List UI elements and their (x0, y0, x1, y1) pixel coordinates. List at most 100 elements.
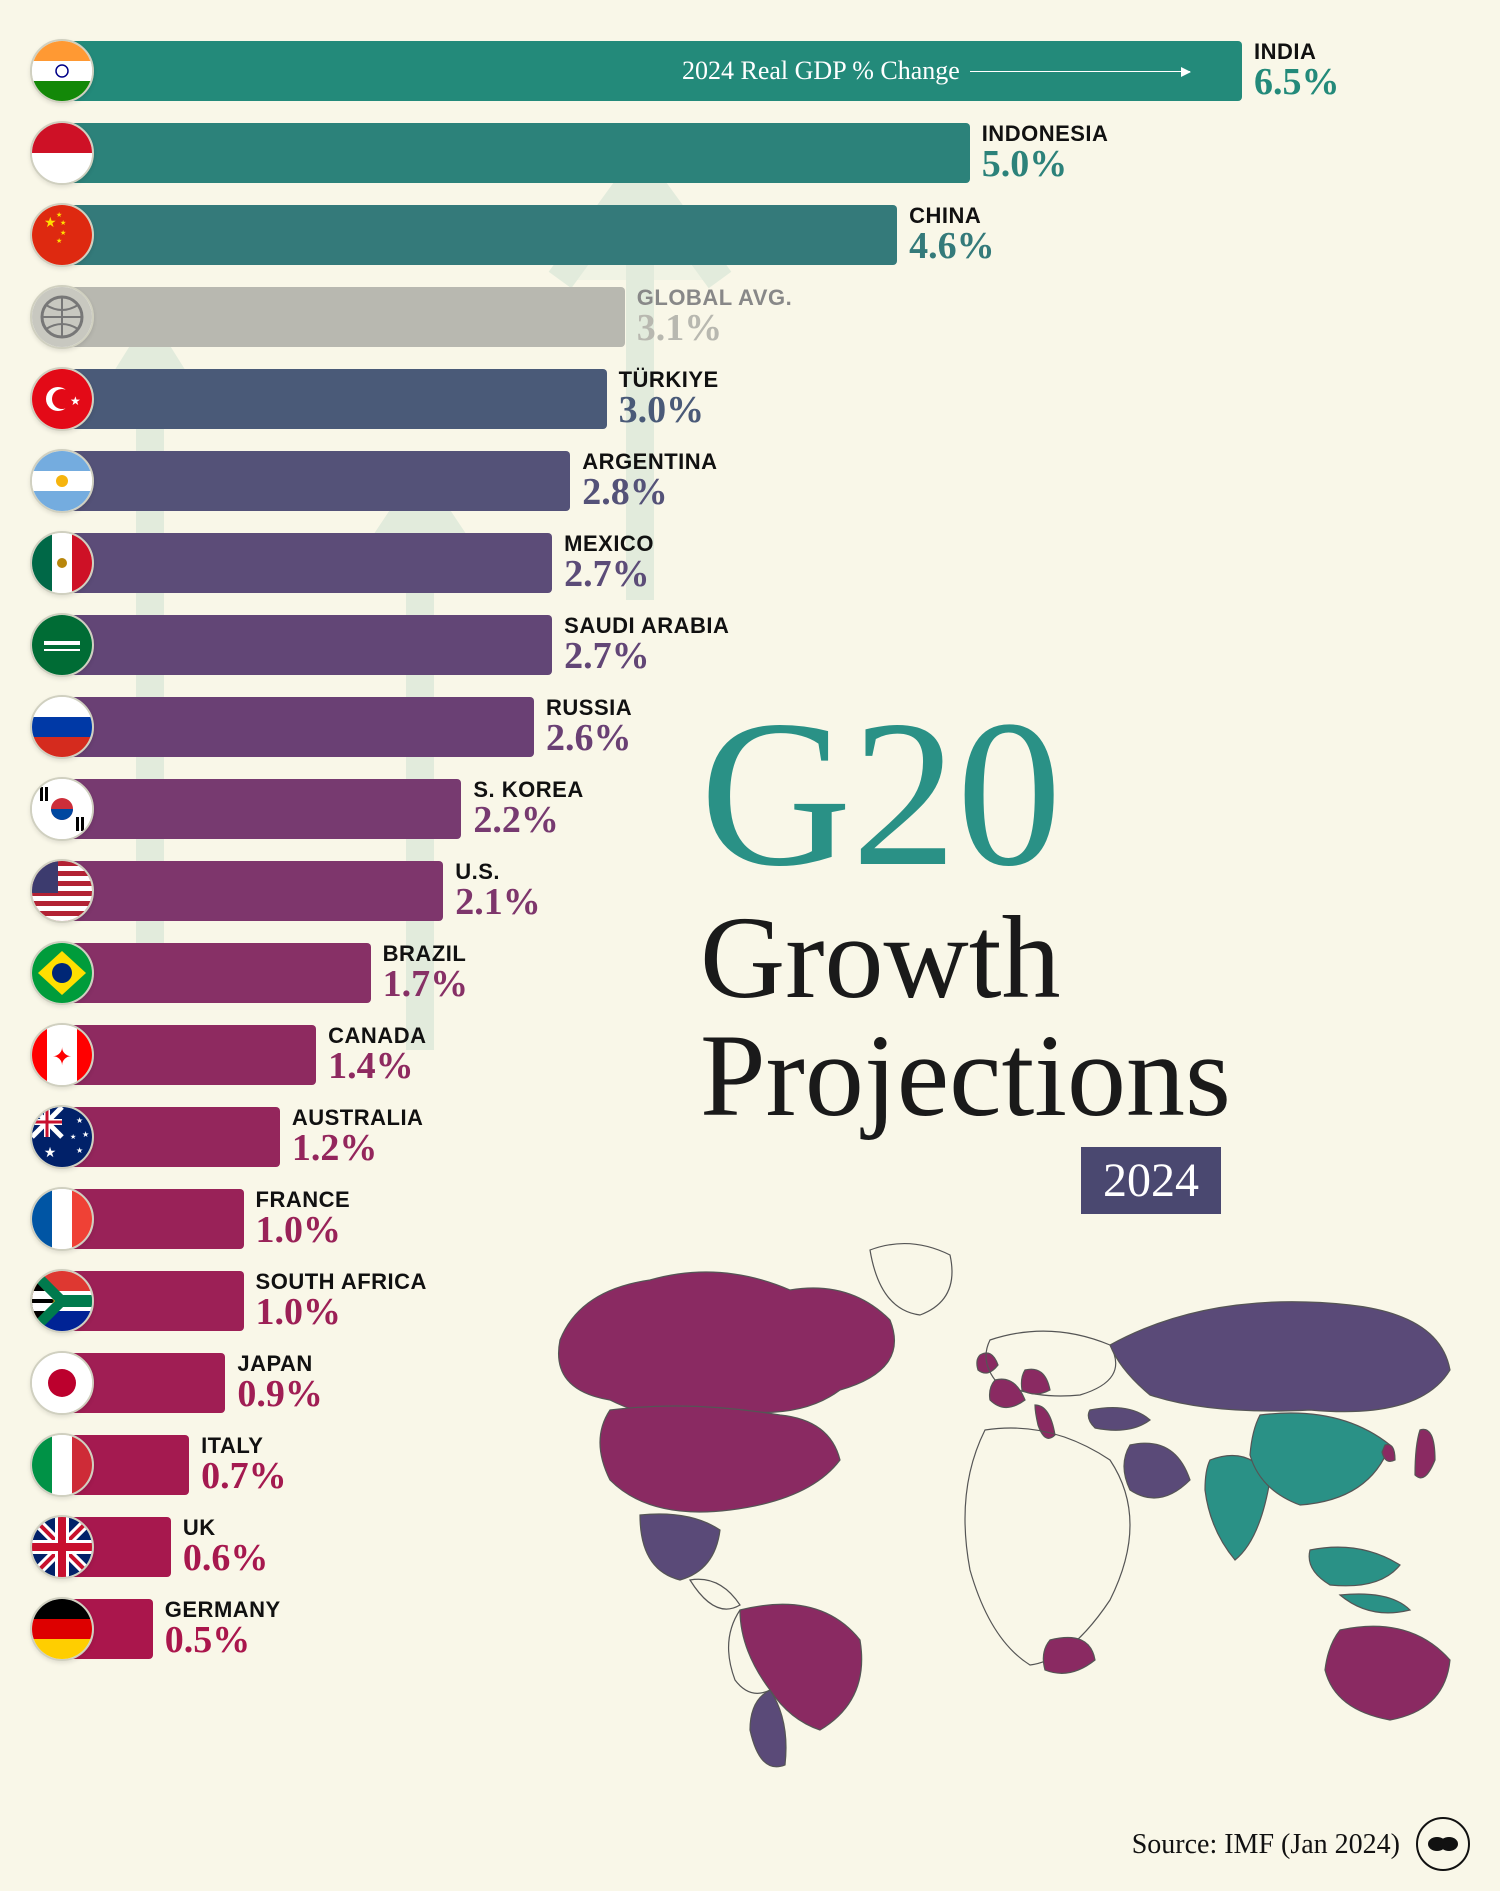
chart-row: 2024 Real GDP % ChangeINDIA6.5% (30, 30, 1500, 112)
chart-row: GLOBAL AVG.3.1% (30, 276, 1500, 358)
country-name: JAPAN (237, 1352, 323, 1375)
bar-label: MEXICO2.7% (564, 532, 654, 595)
country-name: TÜRKIYE (619, 368, 719, 391)
indonesia-flag-icon (30, 121, 94, 185)
bar (62, 533, 552, 593)
bar (62, 123, 970, 183)
china-flag-icon: ★★★★★ (30, 203, 94, 267)
svg-text:★: ★ (76, 1116, 83, 1125)
country-name: INDONESIA (982, 122, 1109, 145)
japan-flag-icon (30, 1351, 94, 1415)
country-name: INDIA (1254, 40, 1340, 63)
gdp-value: 6.5% (1254, 63, 1340, 103)
svg-text:★: ★ (70, 1133, 76, 1141)
bar-label: BRAZIL1.7% (383, 942, 469, 1005)
gdp-value: 2.7% (564, 637, 729, 677)
gdp-value: 0.5% (165, 1621, 281, 1661)
chart-row: INDONESIA5.0% (30, 112, 1500, 194)
country-name: SOUTH AFRICA (256, 1270, 427, 1293)
india-flag-icon (30, 39, 94, 103)
country-name: ITALY (201, 1434, 287, 1457)
svg-text:★: ★ (60, 219, 66, 227)
country-name: AUSTRALIA (292, 1106, 424, 1129)
svg-text:★: ★ (44, 216, 57, 231)
bar (62, 1107, 280, 1167)
publisher-logo-icon (1416, 1817, 1470, 1871)
za-flag-icon (30, 1269, 94, 1333)
bar-label: S. KOREA2.2% (473, 778, 583, 841)
gdp-value: 2.6% (546, 719, 632, 759)
mexico-flag-icon (30, 531, 94, 595)
chart-row: MEXICO2.7% (30, 522, 1500, 604)
bar (62, 451, 570, 511)
globe-flag-icon (30, 285, 94, 349)
gdp-value: 0.6% (183, 1539, 269, 1579)
bar-label: ARGENTINA2.8% (582, 450, 717, 513)
country-name: UK (183, 1516, 269, 1539)
title-g20: G20 (700, 700, 1231, 889)
bar-label: RUSSIA2.6% (546, 696, 632, 759)
svg-text:★: ★ (70, 394, 81, 408)
bar (62, 779, 461, 839)
gdp-value: 5.0% (982, 145, 1109, 185)
bar (62, 287, 625, 347)
country-name: RUSSIA (546, 696, 632, 719)
bar-label: FRANCE1.0% (256, 1188, 351, 1251)
gdp-value: 4.6% (909, 227, 995, 267)
chart-row: SAUDI ARABIA2.7% (30, 604, 1500, 686)
svg-text:★: ★ (60, 229, 66, 237)
world-map (490, 1220, 1480, 1780)
saudi-flag-icon (30, 613, 94, 677)
country-name: FRANCE (256, 1188, 351, 1211)
turkey-flag-icon: ★ (30, 367, 94, 431)
chart-row: ★TÜRKIYE3.0% (30, 358, 1500, 440)
country-name: ARGENTINA (582, 450, 717, 473)
country-name: GLOBAL AVG. (637, 286, 792, 309)
us-flag-icon (30, 859, 94, 923)
bar-label: SAUDI ARABIA2.7% (564, 614, 729, 677)
gdp-value: 0.7% (201, 1457, 287, 1497)
country-name: BRAZIL (383, 942, 469, 965)
bar (62, 861, 443, 921)
gdp-value: 2.7% (564, 555, 654, 595)
bar-label: AUSTRALIA1.2% (292, 1106, 424, 1169)
chart-row: ★★★★★ CHINA4.6% (30, 194, 1500, 276)
gdp-value: 1.0% (256, 1211, 351, 1251)
country-name: S. KOREA (473, 778, 583, 801)
country-name: MEXICO (564, 532, 654, 555)
germany-flag-icon (30, 1597, 94, 1661)
uk-flag-icon (30, 1515, 94, 1579)
title-growth: GrowthProjections (700, 899, 1231, 1135)
bar (62, 697, 534, 757)
gdp-value: 0.9% (237, 1375, 323, 1415)
svg-text:★: ★ (44, 1146, 57, 1161)
france-flag-icon (30, 1187, 94, 1251)
bar (62, 369, 607, 429)
bar-label: ITALY0.7% (201, 1434, 287, 1497)
gdp-value: 2.8% (582, 473, 717, 513)
canada-flag-icon: ✦ (30, 1023, 94, 1087)
bar-label: CHINA4.6% (909, 204, 995, 267)
bar-label: INDIA6.5% (1254, 40, 1340, 103)
svg-text:★: ★ (76, 1146, 83, 1155)
russia-flag-icon (30, 695, 94, 759)
argentina-flag-icon (30, 449, 94, 513)
bar-label: UK0.6% (183, 1516, 269, 1579)
brazil-flag-icon (30, 941, 94, 1005)
bar (62, 943, 371, 1003)
gdp-value: 1.2% (292, 1129, 424, 1169)
bar-label: U.S.2.1% (455, 860, 541, 923)
bar (62, 205, 897, 265)
source-text: Source: IMF (Jan 2024) (1132, 1829, 1400, 1861)
bar-label: CANADA1.4% (328, 1024, 426, 1087)
bar (62, 1025, 316, 1085)
country-name: U.S. (455, 860, 541, 883)
bar-label: GLOBAL AVG.3.1% (637, 286, 792, 349)
svg-text:★: ★ (56, 237, 62, 245)
gdp-value: 2.1% (455, 883, 541, 923)
country-name: CANADA (328, 1024, 426, 1047)
country-name: SAUDI ARABIA (564, 614, 729, 637)
gdp-value: 1.0% (256, 1293, 427, 1333)
bar-label: GERMANY0.5% (165, 1598, 281, 1661)
title-year-badge: 2024 (1081, 1147, 1221, 1214)
